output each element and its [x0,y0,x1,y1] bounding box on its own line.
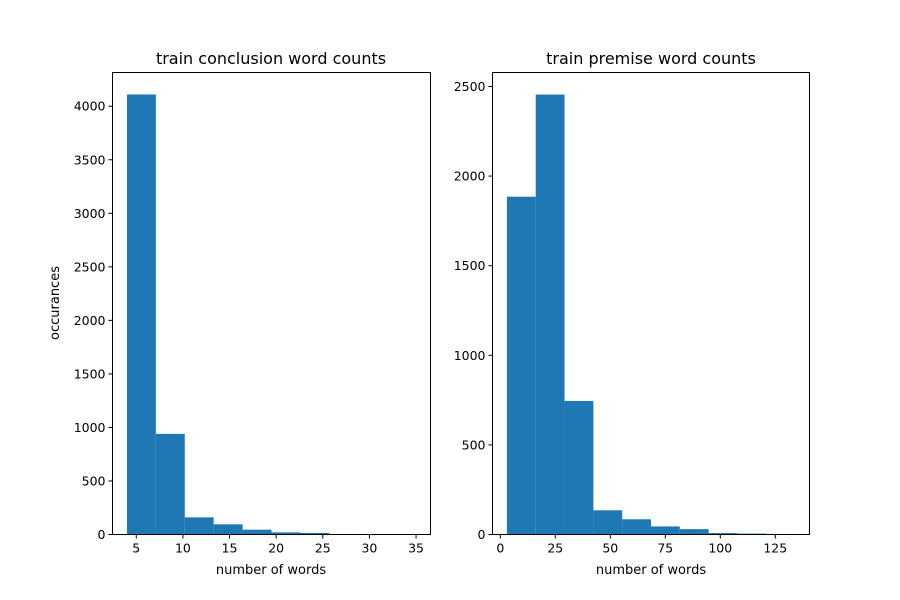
premise-x-tick-label: 25 [547,541,563,556]
premise-histogram-bar [651,526,680,535]
conclusion-histogram-bar [271,532,301,535]
premise-y-tick-label: 1500 [454,258,486,273]
conclusion-histogram-bar [300,532,330,535]
conclusion-y-tick-label: 1000 [74,420,106,435]
premise-histogram-bar [535,94,565,535]
premise-histogram-panel: train premise word counts 0 25 50 75 100 125 … [454,49,810,578]
premise-x-tick-label: 125 [763,541,787,556]
premise-histogram-bar [506,196,536,535]
premise-y-tick-label: 500 [462,437,486,452]
conclusion-x-tick-label: 35 [408,541,424,556]
conclusion-y-tick-label: 1500 [74,366,106,381]
conclusion-histogram-bar [126,94,156,535]
premise-y-tick-label: 2000 [454,169,486,184]
premise-y-tick-label: 0 [478,527,486,542]
conclusion-y-axis-label: occurances [48,266,63,340]
conclusion-x-tick-label: 20 [268,541,284,556]
conclusion-x-tick-label: 25 [315,541,331,556]
conclusion-x-tick-label: 15 [222,541,238,556]
premise-histogram-bar [564,400,594,535]
conclusion-y-tick-label: 500 [82,473,106,488]
conclusion-x-axis-label: number of words [216,563,326,578]
conclusion-histogram-bar [242,529,272,535]
premise-chart-title: train premise word counts [546,49,756,68]
premise-histogram-bar [622,519,651,535]
premise-y-tick-label: 2500 [454,79,486,94]
conclusion-x-tick-label: 30 [361,541,377,556]
premise-y-tick-label: 1000 [454,348,486,363]
conclusion-y-tick-label: 2000 [74,313,106,328]
premise-x-axis-label: number of words [596,563,706,578]
premise-bars [506,94,796,535]
premise-x-tick-label: 0 [496,541,504,556]
premise-x-tick-label: 50 [602,541,618,556]
premise-x-tick-label: 75 [657,541,673,556]
premise-histogram-bar [708,533,738,535]
premise-x-tick-label: 100 [708,541,732,556]
conclusion-y-tick-label: 4000 [74,99,106,114]
conclusion-y-tick-label: 3500 [74,152,106,167]
conclusion-histogram-panel: train conclusion word counts 5 10 15 20 25 30… [48,49,431,578]
premise-axes-frame [492,72,810,535]
conclusion-y-ticks: 0 500 1000 1500 2000 2500 3000 3500 4000 [74,99,113,542]
conclusion-axes-frame [112,72,431,535]
conclusion-y-tick-label: 3000 [74,206,106,221]
conclusion-x-ticks: 5 10 15 20 25 30 35 [132,534,424,556]
conclusion-histogram-bar [213,524,243,535]
premise-histogram-bar [593,510,623,535]
conclusion-x-tick-label: 5 [132,541,140,556]
conclusion-histogram-bar [155,433,185,535]
premise-histogram-bar [679,529,709,535]
conclusion-histogram-bar [184,517,214,535]
conclusion-x-tick-label: 10 [175,541,191,556]
premise-x-ticks: 0 25 50 75 100 125 [496,534,787,556]
conclusion-chart-title: train conclusion word counts [156,49,386,68]
premise-y-ticks: 0 500 1000 1500 2000 2500 [454,79,493,542]
conclusion-bars [126,94,417,535]
conclusion-y-tick-label: 2500 [74,259,106,274]
conclusion-y-tick-label: 0 [98,527,106,542]
